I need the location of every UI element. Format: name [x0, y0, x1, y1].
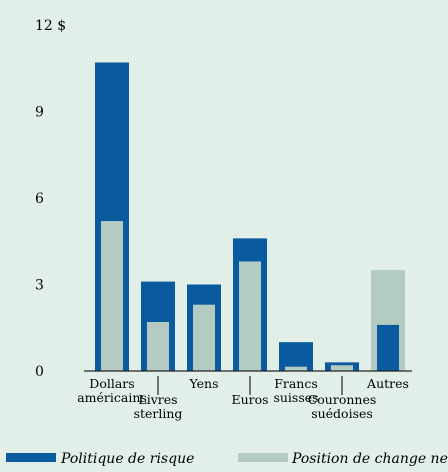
legend-swatch-politique-de-risque — [6, 453, 56, 462]
x-tick-label: Couronnes — [308, 392, 377, 407]
bar-position-de-change-nette — [239, 261, 261, 371]
legend-label-politique-de-risque: Politique de risque — [60, 451, 194, 467]
x-tick-label: Francs — [274, 376, 318, 391]
y-tick-label: 0 — [35, 364, 44, 380]
y-tick-label: 6 — [35, 191, 44, 207]
bar-politique-de-risque — [279, 342, 313, 371]
legend: Politique de risque Position de change n… — [6, 451, 448, 467]
bar-position-de-change-nette — [101, 221, 123, 371]
x-tick-label: suédoises — [311, 406, 373, 421]
x-tick-label: américains — [77, 390, 147, 405]
y-tick-label: 3 — [35, 278, 44, 294]
bar-position-de-change-nette — [193, 304, 215, 371]
x-tick-label: Autres — [366, 376, 409, 391]
bar-position-de-change-nette — [147, 321, 169, 371]
y-tick-label: 9 — [35, 105, 44, 121]
x-tick-label: Livres — [138, 392, 177, 407]
x-tick-label: Dollars — [89, 376, 134, 391]
y-tick-label: 12 $ — [35, 18, 66, 34]
legend-label-position-de-change-nette: Position de change nette — [291, 451, 448, 467]
bar-politique-de-risque — [377, 324, 399, 371]
bar-position-de-change-nette — [331, 365, 353, 371]
bar-position-de-change-nette — [285, 366, 307, 371]
x-tick-label: suisses — [273, 390, 318, 405]
legend-swatch-position-de-change-nette — [238, 453, 288, 462]
x-tick-label: sterling — [134, 406, 183, 421]
bars — [95, 62, 405, 371]
y-axis: 0 3 6 9 12 $ — [35, 18, 66, 380]
x-tick-label: Yens — [188, 376, 218, 391]
x-tick-label: Euros — [231, 392, 268, 407]
